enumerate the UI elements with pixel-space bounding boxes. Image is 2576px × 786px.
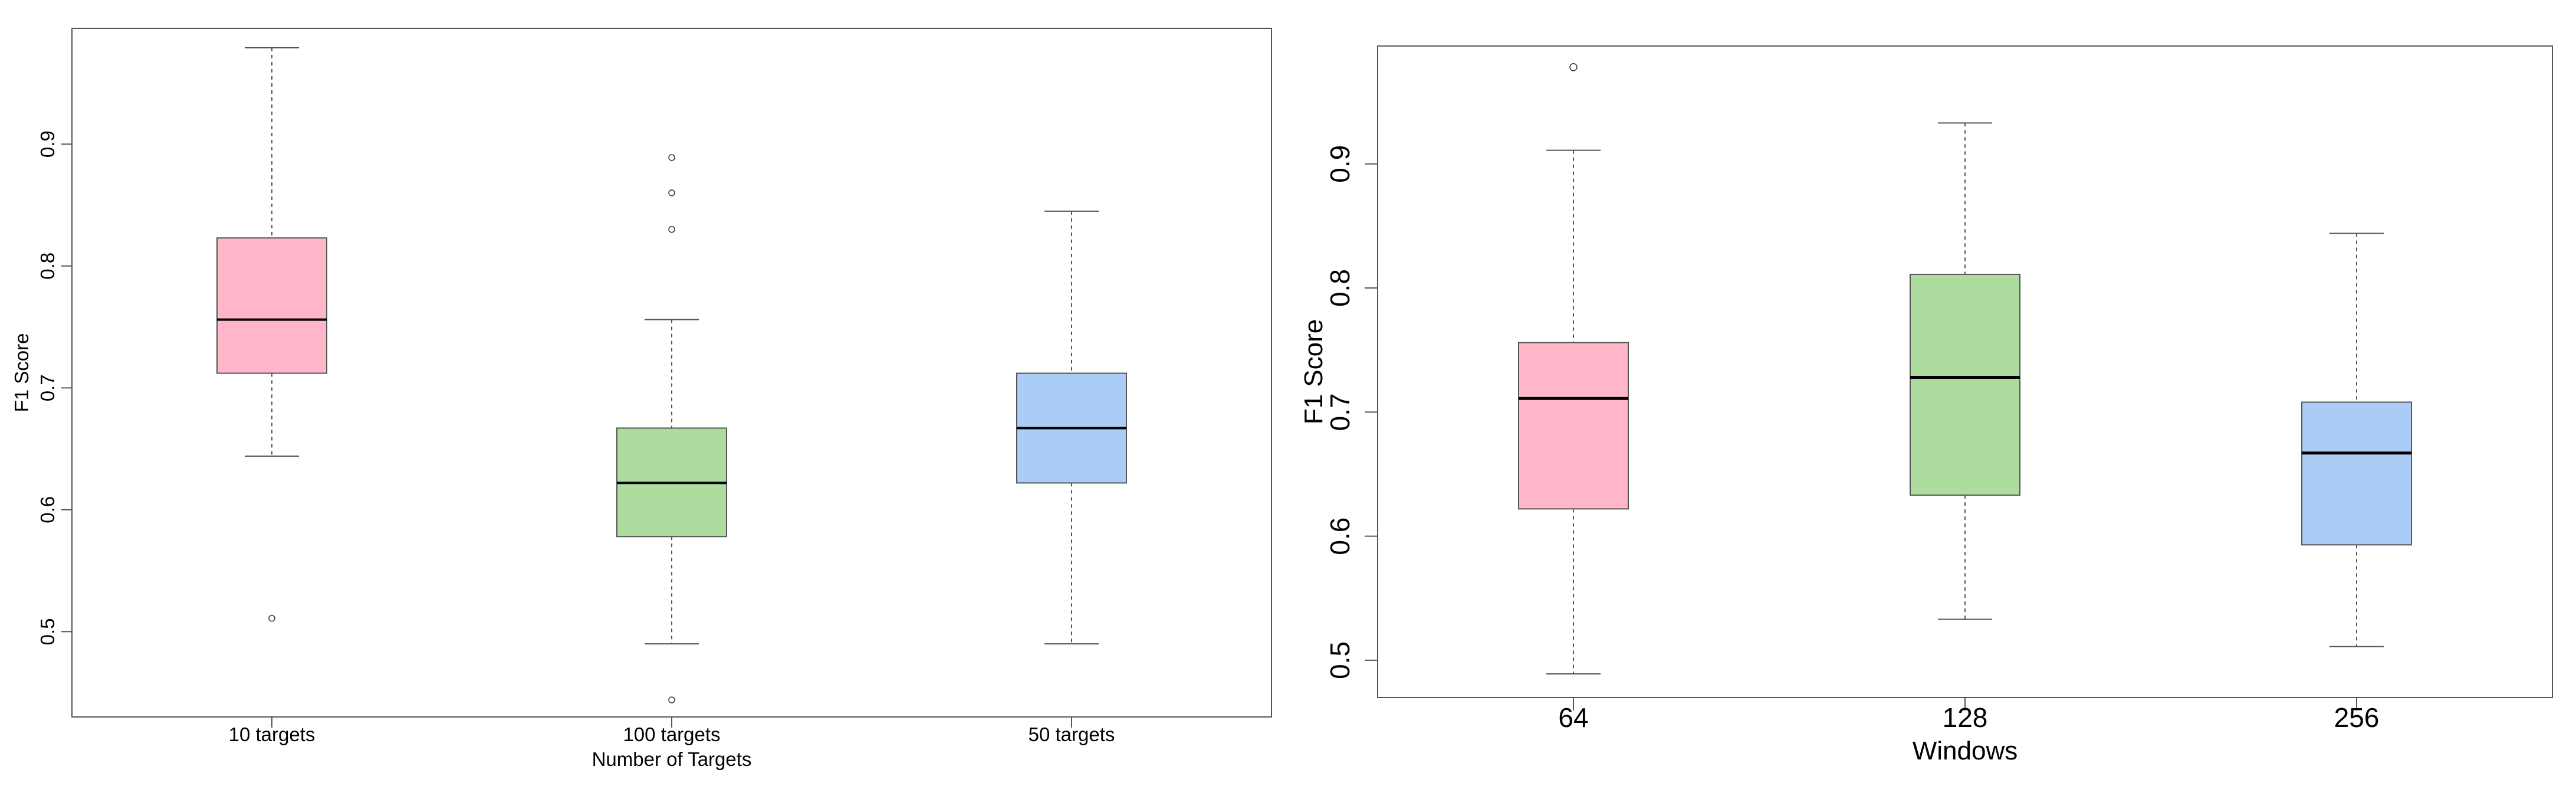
y-tick-label: 0.5	[37, 618, 58, 645]
outlier-point	[1569, 63, 1578, 71]
y-tick-label: 0.9	[1325, 145, 1355, 183]
box-group-256	[2301, 232, 2412, 647]
x-tick-label: 50 targets	[1029, 723, 1115, 745]
x-axis-title: Windows	[1913, 736, 2018, 765]
y-tick-label: 0.7	[37, 374, 58, 401]
x-tick-label: 100 targets	[623, 723, 720, 745]
box-group-64	[1518, 63, 1629, 675]
x-tick-label: 10 targets	[229, 723, 316, 745]
y-tick-label: 0.8	[37, 253, 58, 280]
box-group-50-targets	[1016, 210, 1127, 645]
y-tick-label: 0.7	[1325, 393, 1355, 431]
x-tick-label: 64	[1558, 702, 1588, 733]
outlier-point	[668, 696, 675, 703]
box-iqr	[2301, 401, 2412, 546]
box-group-128	[1910, 122, 2020, 620]
y-tick-label: 0.5	[1325, 641, 1355, 679]
y-tick-label: 0.9	[37, 130, 58, 158]
right-boxplot-chart: 0.5 0.6 0.7 0.8 0.9 64 128 256 Windows F1 Score	[1299, 45, 2553, 765]
y-tick-label: 0.6	[1325, 518, 1355, 555]
box-iqr	[216, 237, 327, 374]
x-axis-title: Number of Targets	[592, 748, 752, 770]
y-axis-title: F1 Score	[11, 333, 32, 412]
x-tick-label: 128	[1943, 702, 1988, 733]
outlier-point	[668, 189, 675, 196]
box-group-100-targets	[616, 154, 727, 703]
box-iqr	[1518, 342, 1629, 510]
y-axis-title: F1 Score	[1299, 319, 1328, 425]
outlier-point	[268, 614, 275, 622]
box-iqr	[1910, 273, 2020, 496]
x-tick-label: 256	[2334, 702, 2380, 733]
outlier-point	[668, 226, 675, 233]
left-boxplot-chart: 0.5 0.6 0.7 0.8 0.9 10 targets 100 targets 50 t…	[11, 28, 1272, 770]
y-tick-label: 0.8	[1325, 269, 1355, 307]
box-group-10-targets	[216, 47, 327, 622]
y-tick-label: 0.6	[37, 496, 58, 523]
outlier-point	[668, 154, 675, 161]
